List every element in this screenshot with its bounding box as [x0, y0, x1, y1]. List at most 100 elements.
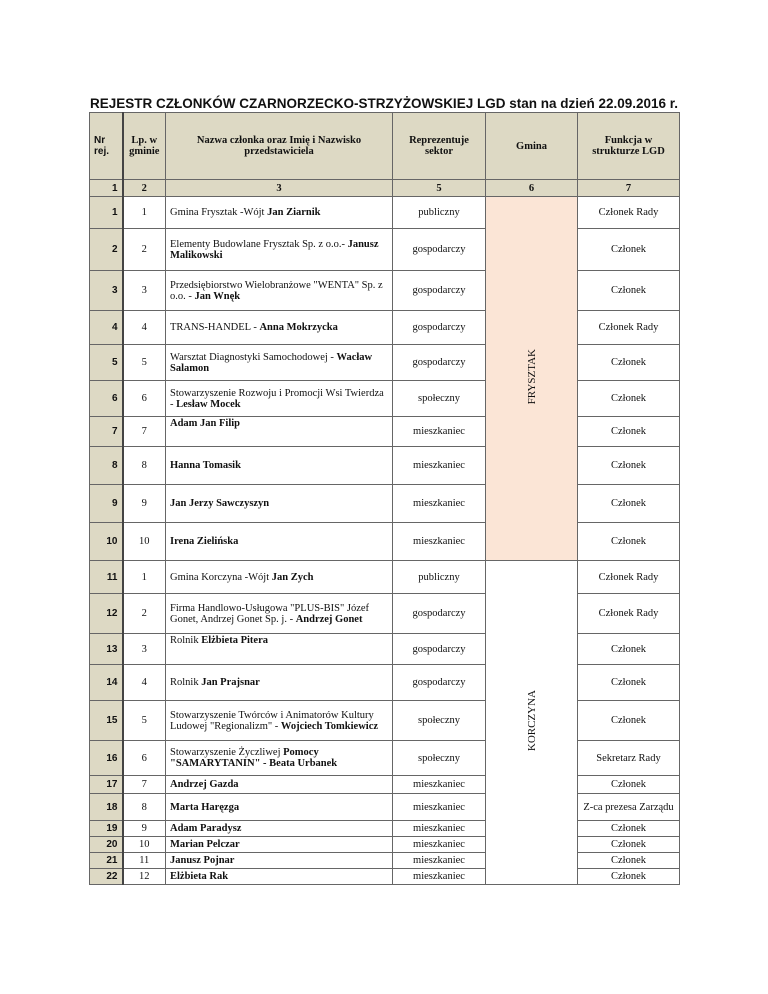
member-name-cell: Gmina Korczyna -Wójt Jan Zych — [165, 560, 393, 594]
member-representative: Wacław Salamon — [170, 351, 373, 374]
member-representative: Janusz Pojnar — [170, 855, 235, 866]
member-name-cell: Marian Pelczar — [165, 836, 393, 853]
table-row: 1 1 Gmina Frysztak -Wójt Jan Ziarnik public… — [89, 196, 680, 561]
function-cell: Członek — [577, 868, 680, 885]
table-row: 2 2 Elementy Budowlane Frysztak Sp. z o.o.… — [89, 228, 680, 271]
function-cell: Członek Rady — [577, 593, 680, 634]
sector-cell: gospodarczy — [392, 228, 486, 271]
column-number: 5 — [392, 179, 486, 197]
member-name-cell: Stowarzyszenie Twórców i Animatorów Kult… — [165, 700, 393, 741]
function-cell: Członek — [577, 344, 680, 381]
member-representative: Elżbieta Rak — [170, 871, 229, 882]
member-name-prefix: Przedsiębiorstwo Wielobranżowe "WENTA" S… — [170, 279, 383, 302]
member-representative: Marian Pelczar — [170, 839, 240, 850]
table-row: 5 5 Warsztat Diagnostyki Samochodowej - Wa… — [89, 344, 680, 381]
function-cell: Członek — [577, 633, 680, 665]
table-row: 17 7 Andrzej Gazda mieszkaniec Członek — [89, 775, 680, 794]
gmina-cell-frysztak: FRYSZTAK — [485, 196, 578, 561]
member-name-prefix: Elementy Budowlane Frysztak Sp. z o.o.- — [170, 238, 348, 250]
column-number: 6 — [485, 179, 578, 197]
member-representative: Andrzej Gonet — [295, 613, 363, 625]
member-representative: Adam Jan Filip — [170, 418, 241, 429]
member-name-prefix: Rolnik — [170, 635, 202, 646]
sector-cell: gospodarczy — [392, 633, 486, 665]
table-row: 16 6 Stowarzyszenie Życzliwej Pomocy "SAMA… — [89, 740, 680, 776]
nr-cell: 13 — [89, 633, 124, 665]
function-cell: Członek — [577, 836, 680, 853]
member-name-cell: Przedsiębiorstwo Wielobranżowe "WENTA" S… — [165, 270, 393, 311]
function-cell: Członek Rady — [577, 560, 680, 594]
lp-cell: 8 — [122, 793, 166, 821]
member-representative: Jan Jerzy Sawczyszyn — [170, 498, 270, 509]
nr-cell: 21 — [89, 852, 124, 869]
nr-cell: 11 — [89, 560, 124, 594]
member-name-cell: TRANS-HANDEL - Anna Mokrzycka — [165, 310, 393, 345]
member-name-prefix: Stowarzyszenie Życzliwej — [170, 747, 284, 758]
member-name-prefix: Warsztat Diagnostyki Samochodowej - — [170, 351, 337, 363]
lp-cell: 7 — [122, 775, 166, 794]
function-cell: Członek Rady — [577, 196, 680, 229]
lp-cell: 3 — [122, 270, 166, 311]
table-row: 8 8 Hanna Tomasik mieszkaniec Członek — [89, 446, 680, 485]
function-cell: Członek — [577, 270, 680, 311]
nr-cell: 1 — [89, 196, 124, 229]
function-cell: Członek — [577, 522, 680, 561]
nr-cell: 7 — [89, 416, 124, 447]
lp-cell: 5 — [122, 700, 166, 741]
gmina-label: FRYSZTAK — [525, 349, 538, 405]
nr-cell: 17 — [89, 775, 124, 794]
member-representative: Lesław Mocek — [176, 398, 241, 410]
member-name-cell: Stowarzyszenie Życzliwej Pomocy "SAMARYT… — [165, 740, 393, 776]
column-number: 2 — [122, 179, 166, 197]
sector-cell: mieszkaniec — [392, 446, 486, 485]
column-number-row: 1 2 3 5 6 7 — [89, 179, 680, 197]
member-name-prefix: Firma Handlowo-Usługowa "PLUS-BIS" Józef… — [170, 602, 370, 625]
lp-cell: 8 — [122, 446, 166, 485]
member-representative: Jan Zych — [271, 571, 314, 583]
lp-cell: 1 — [122, 196, 166, 229]
column-number: 3 — [165, 179, 393, 197]
sector-cell: społeczny — [392, 740, 486, 776]
document-title: REJESTR CZŁONKÓW CZARNORZECKO-STRZYŻOWSK… — [89, 96, 679, 111]
member-representative: Adam Paradysz — [170, 823, 242, 834]
member-name-cell: Stowarzyszenie Rozwoju i Promocji Wsi Tw… — [165, 380, 393, 417]
table-row: 15 5 Stowarzyszenie Twórców i Animatorów K… — [89, 700, 680, 741]
sector-cell: mieszkaniec — [392, 868, 486, 885]
table-row: 12 2 Firma Handlowo-Usługowa "PLUS-BIS" Jó… — [89, 593, 680, 634]
lp-cell: 4 — [122, 664, 166, 701]
member-representative: Jan Ziarnik — [267, 207, 321, 218]
sector-cell: mieszkaniec — [392, 793, 486, 821]
member-name-prefix: Gmina Frysztak -Wójt — [170, 207, 268, 218]
table-row: 10 10 Irena Zielińska mieszkaniec Członek — [89, 522, 680, 561]
function-cell: Członek — [577, 380, 680, 417]
function-cell: Członek Rady — [577, 310, 680, 345]
lp-cell: 10 — [122, 836, 166, 853]
sector-cell: społeczny — [392, 380, 486, 417]
nr-cell: 18 — [89, 793, 124, 821]
member-representative: Janusz Malikowski — [170, 238, 379, 261]
member-name-prefix: Stowarzyszenie Twórców i Animatorów Kult… — [170, 709, 374, 732]
lp-cell: 3 — [122, 633, 166, 665]
table-row: 9 9 Jan Jerzy Sawczyszyn mieszkaniec Członek — [89, 484, 680, 523]
member-name-cell: Irena Zielińska — [165, 522, 393, 561]
member-representative: Andrzej Gazda — [170, 779, 239, 790]
function-cell: Członek — [577, 700, 680, 741]
nr-cell: 19 — [89, 820, 124, 837]
member-representative: Wojciech Tomkiewicz — [280, 720, 379, 732]
member-representative: Elżbieta Pitera — [201, 635, 268, 646]
lp-cell: 9 — [122, 820, 166, 837]
lp-cell: 9 — [122, 484, 166, 523]
sector-cell: gospodarczy — [392, 270, 486, 311]
member-name-prefix: Gmina Korczyna -Wójt — [170, 571, 272, 583]
function-cell: Członek — [577, 775, 680, 794]
nr-cell: 3 — [89, 270, 124, 311]
nr-cell: 12 — [89, 593, 124, 634]
table-row: 18 8 Marta Haręzga mieszkaniec Z-ca prezesa… — [89, 793, 680, 821]
member-representative: Marta Haręzga — [170, 801, 240, 813]
member-name-cell: Warsztat Diagnostyki Samochodowej - Wacł… — [165, 344, 393, 381]
table-row: 4 4 TRANS-HANDEL - Anna Mokrzycka gospodarc… — [89, 310, 680, 345]
column-number: 7 — [577, 179, 680, 197]
function-cell: Członek — [577, 664, 680, 701]
member-representative: Anna Mokrzycka — [259, 322, 338, 333]
sector-cell: mieszkaniec — [392, 484, 486, 523]
